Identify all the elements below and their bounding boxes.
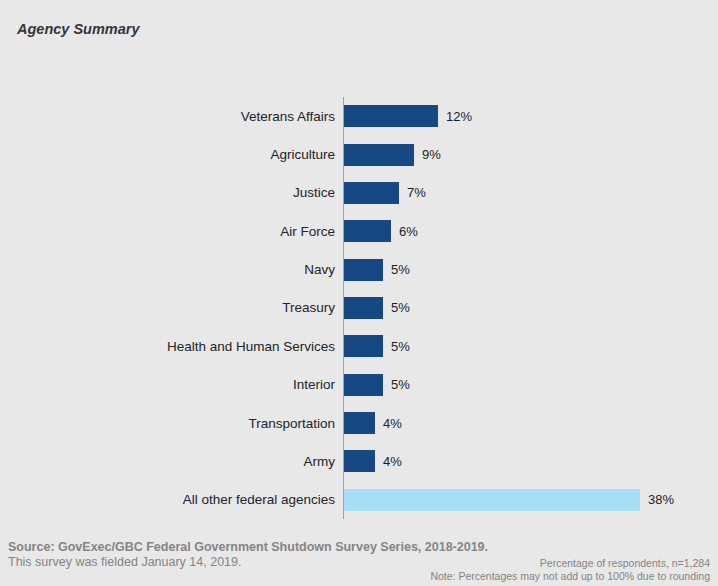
chart-row: Veterans Affairs 12% xyxy=(0,97,718,135)
chart-rows: Veterans Affairs 12% Agriculture 9% Just… xyxy=(0,97,718,519)
chart-row: All other federal agencies 38% xyxy=(0,481,718,519)
bar xyxy=(344,335,383,357)
value-label: 6% xyxy=(399,224,418,239)
value-label: 4% xyxy=(383,416,402,431)
category-label: Air Force xyxy=(0,224,343,239)
bar-zone: 5% xyxy=(344,297,410,319)
source-note: Source: GovExec/GBC Federal Government S… xyxy=(8,540,488,570)
bar-zone: 5% xyxy=(344,335,410,357)
bar xyxy=(344,297,383,319)
category-label: Health and Human Services xyxy=(0,339,343,354)
bar-chart: Veterans Affairs 12% Agriculture 9% Just… xyxy=(0,97,718,519)
bar-zone: 6% xyxy=(344,220,418,242)
chart-row: Health and Human Services 5% xyxy=(0,327,718,365)
bar xyxy=(344,412,375,434)
chart-title: Agency Summary xyxy=(17,21,140,37)
note-line2: Note: Percentages may not add up to 100%… xyxy=(430,570,710,583)
chart-row: Interior 5% xyxy=(0,366,718,404)
value-label: 4% xyxy=(383,454,402,469)
bar xyxy=(344,374,383,396)
category-label: Treasury xyxy=(0,300,343,315)
value-label: 9% xyxy=(422,147,441,162)
category-label: All other federal agencies xyxy=(0,492,343,507)
bar-zone: 12% xyxy=(344,105,472,127)
bar xyxy=(344,450,375,472)
source-line2: This survey was fielded January 14, 2019… xyxy=(8,555,488,570)
chart-row: Justice 7% xyxy=(0,174,718,212)
category-label: Army xyxy=(0,454,343,469)
bar-zone: 4% xyxy=(344,450,402,472)
chart-row: Transportation 4% xyxy=(0,404,718,442)
bar-zone: 38% xyxy=(344,489,674,511)
bar xyxy=(344,489,640,511)
value-label: 38% xyxy=(648,492,674,507)
chart-row: Air Force 6% xyxy=(0,212,718,250)
category-label: Justice xyxy=(0,185,343,200)
category-label: Transportation xyxy=(0,416,343,431)
chart-row: Treasury 5% xyxy=(0,289,718,327)
source-line1: Source: GovExec/GBC Federal Government S… xyxy=(8,540,488,555)
category-label: Navy xyxy=(0,262,343,277)
bar xyxy=(344,182,399,204)
bar xyxy=(344,220,391,242)
bar xyxy=(344,144,414,166)
chart-row: Agriculture 9% xyxy=(0,135,718,173)
note-line1: Percentage of respondents, n=1,284 xyxy=(430,557,710,570)
chart-row: Navy 5% xyxy=(0,250,718,288)
category-label: Interior xyxy=(0,377,343,392)
bar xyxy=(344,259,383,281)
value-label: 7% xyxy=(407,185,426,200)
chart-row: Army 4% xyxy=(0,442,718,480)
value-label: 5% xyxy=(391,300,410,315)
bar-zone: 7% xyxy=(344,182,426,204)
category-label: Agriculture xyxy=(0,147,343,162)
value-label: 12% xyxy=(446,109,472,124)
bar-zone: 5% xyxy=(344,259,410,281)
respondents-note: Percentage of respondents, n=1,284 Note:… xyxy=(430,557,710,583)
category-label: Veterans Affairs xyxy=(0,109,343,124)
bar xyxy=(344,105,438,127)
bar-zone: 5% xyxy=(344,374,410,396)
value-label: 5% xyxy=(391,262,410,277)
value-label: 5% xyxy=(391,339,410,354)
bar-zone: 4% xyxy=(344,412,402,434)
value-label: 5% xyxy=(391,377,410,392)
bar-zone: 9% xyxy=(344,144,441,166)
